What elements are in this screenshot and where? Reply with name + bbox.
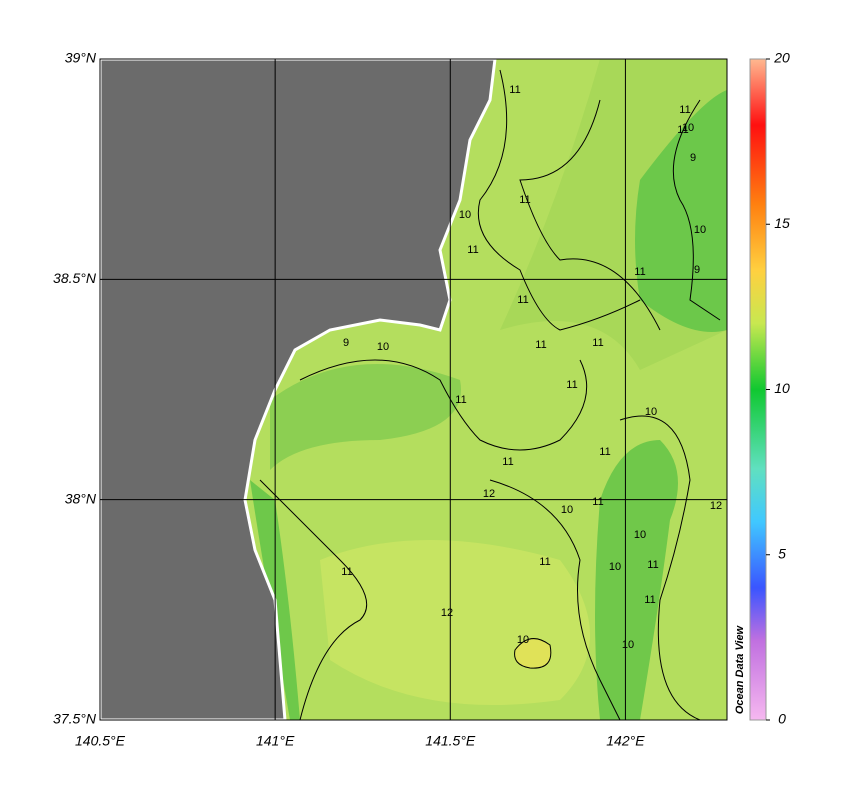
contour-label: 11 — [679, 104, 690, 116]
contour-label: 11 — [467, 244, 478, 256]
sea-shade — [635, 90, 727, 332]
colorbar — [749, 58, 767, 721]
contour-label: 10 — [622, 639, 634, 651]
sea-shade — [270, 364, 461, 470]
contour-label: 11 — [599, 446, 610, 458]
contour-label: 12 — [710, 500, 722, 512]
x-tick-label: 141°E — [256, 733, 295, 749]
y-tick-label: 38.5°N — [53, 270, 97, 286]
x-tick-label: 140.5°E — [75, 733, 126, 749]
y-tick-label: 38°N — [65, 490, 97, 506]
y-tick-label: 39°N — [65, 50, 97, 66]
contour-label: 11 — [647, 559, 658, 571]
contour-label: 11 — [455, 394, 466, 406]
colorbar-label: 10 — [774, 380, 790, 396]
contour-label: 10 — [561, 504, 573, 516]
contour-label: 12 — [483, 488, 495, 500]
map-area — [100, 59, 727, 720]
contour-label: 11 — [644, 594, 655, 606]
colorbar-label: 0 — [778, 711, 786, 727]
colorbar-label: 20 — [773, 50, 790, 66]
contour-label: 10 — [634, 529, 646, 541]
colorbar-label: 5 — [778, 545, 786, 561]
watermark: Ocean Data View — [734, 624, 746, 714]
contour-label: 11 — [592, 496, 603, 508]
contour-label: 10 — [517, 634, 529, 646]
x-tick-label: 141.5°E — [425, 733, 476, 749]
contour-label: 11 — [517, 294, 528, 306]
contour-label: 11 — [566, 379, 577, 391]
contour-label: 11 — [677, 124, 688, 136]
contour-label: 10 — [609, 561, 621, 573]
contour-label: 9 — [694, 264, 700, 276]
y-tick-label: 37.5°N — [53, 711, 97, 727]
contour-label: 11 — [519, 194, 530, 206]
contour-label: 10 — [694, 224, 706, 236]
contour-label: 9 — [343, 337, 349, 349]
contour-label: 11 — [535, 339, 546, 351]
contour-label: 11 — [341, 566, 352, 578]
x-tick-label: 142°E — [606, 733, 645, 749]
contour-label: 10 — [645, 406, 657, 418]
contour-label: 11 — [509, 84, 520, 96]
contour-label: 12 — [441, 607, 453, 619]
contour-label: 11 — [502, 456, 513, 468]
contour-label: 9 — [690, 152, 696, 164]
contour-label: 11 — [634, 266, 645, 278]
colorbar-label: 15 — [774, 215, 790, 231]
contour-label: 10 — [459, 209, 471, 221]
contour-label: 10 — [682, 122, 694, 134]
contours — [259, 69, 721, 720]
sea-shade — [595, 440, 678, 720]
sea-shade — [514, 638, 552, 669]
contour-label: 10 — [377, 341, 389, 353]
contour-label: 11 — [539, 556, 550, 568]
contour-label: 11 — [592, 337, 603, 349]
land — [100, 59, 497, 720]
